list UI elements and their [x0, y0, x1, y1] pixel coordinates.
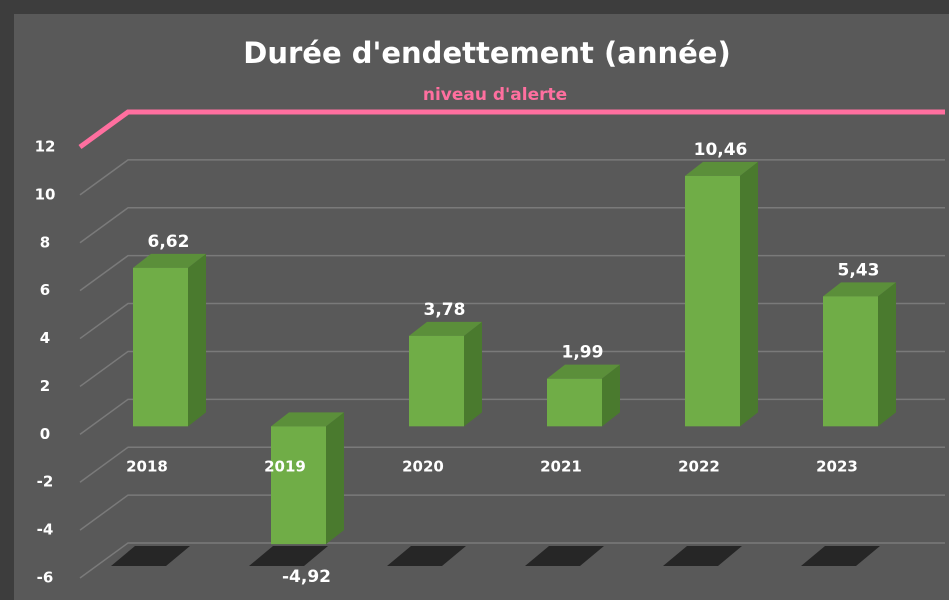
bar-top — [547, 364, 620, 379]
bar-top — [271, 412, 344, 427]
grid-line — [79, 542, 945, 579]
floor-shadow — [525, 546, 604, 566]
bar — [271, 426, 326, 545]
grid-line — [79, 398, 945, 435]
y-tick-label: 0 — [40, 425, 50, 443]
bar — [133, 267, 188, 427]
value-label: -4,92 — [282, 567, 331, 587]
bar-side — [740, 161, 758, 427]
x-tick-label: 2020 — [402, 458, 444, 476]
x-tick-label: 2019 — [264, 458, 306, 476]
floor-shadow — [801, 546, 880, 566]
value-label: 5,43 — [838, 260, 880, 280]
grid-line — [79, 446, 945, 483]
x-tick-label: 2018 — [126, 458, 168, 476]
grid-line — [79, 254, 945, 292]
y-tick-label: 8 — [40, 233, 50, 251]
y-tick-label: -6 — [37, 569, 54, 587]
bar-top — [685, 161, 758, 176]
bar-side — [326, 412, 344, 545]
grid-line — [79, 350, 945, 388]
grid-line — [79, 159, 945, 196]
bar-side — [464, 321, 482, 427]
grid-line — [79, 302, 945, 340]
x-tick-label: 2023 — [816, 458, 858, 476]
y-tick-label: 2 — [40, 377, 50, 395]
y-tick-label: 10 — [35, 185, 56, 203]
chart-title: Durée d'endettement (année) — [243, 36, 730, 70]
bar-top — [409, 321, 482, 336]
bar — [409, 335, 464, 427]
floor-shadow — [249, 546, 328, 566]
floor-shadow — [387, 546, 466, 566]
value-label: 10,46 — [694, 140, 748, 160]
floor-shadow — [111, 546, 190, 566]
y-tick-label: 6 — [40, 281, 50, 299]
y-tick-label: 12 — [35, 138, 56, 156]
value-label: 1,99 — [562, 343, 604, 363]
bar — [547, 378, 602, 427]
value-label: 3,78 — [424, 300, 466, 320]
x-tick-label: 2021 — [540, 458, 582, 476]
bar-side — [188, 253, 206, 427]
floor-shadow — [663, 546, 742, 566]
bar-top — [133, 253, 206, 268]
bar-side — [878, 282, 896, 427]
alert-line — [78, 109, 945, 150]
grid-line — [79, 494, 945, 531]
bar — [823, 296, 878, 427]
value-label: 6,62 — [148, 232, 190, 252]
bar-top — [823, 282, 896, 297]
x-tick-label: 2022 — [678, 458, 720, 476]
bar-side — [602, 364, 620, 427]
bar — [685, 175, 740, 427]
y-tick-label: 4 — [40, 329, 50, 347]
grid-line — [79, 207, 945, 244]
y-tick-label: -2 — [37, 473, 54, 491]
alert-label: niveau d'alerte — [423, 85, 567, 105]
y-tick-label: -4 — [37, 521, 54, 539]
